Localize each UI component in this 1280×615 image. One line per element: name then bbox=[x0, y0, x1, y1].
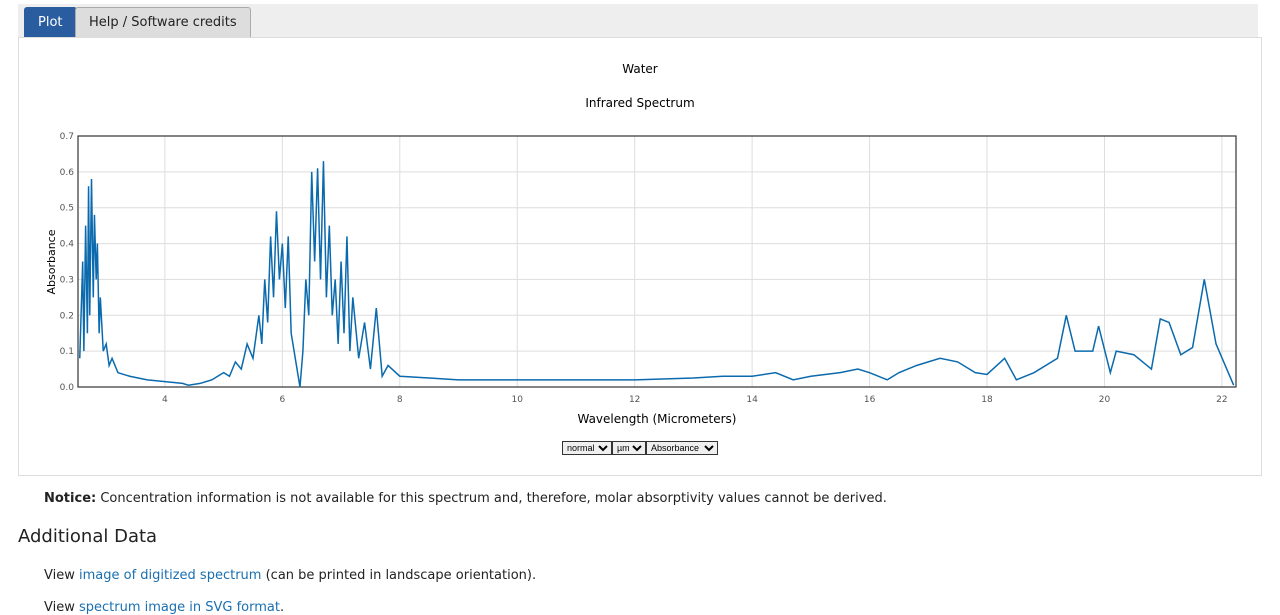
link-line: View spectrum image in SVG format. bbox=[44, 600, 284, 615]
plot-panel bbox=[18, 37, 1262, 476]
x-axis-label: Wavelength (Micrometers) bbox=[577, 412, 736, 426]
unit-select[interactable]: µm bbox=[612, 441, 646, 455]
y-mode-select[interactable]: Absorbance bbox=[646, 441, 718, 455]
notice-label: Notice: bbox=[44, 491, 97, 506]
link-line: View image of digitized spectrum (can be… bbox=[44, 568, 536, 583]
x-tick-label: 6 bbox=[279, 395, 285, 405]
y-axis-label: Absorbance bbox=[45, 229, 58, 294]
x-scale-select[interactable]: normal X bbox=[562, 441, 612, 455]
chart-title: Water bbox=[622, 62, 658, 76]
text: (can be printed in landscape orientation… bbox=[265, 568, 537, 583]
section-heading: Additional Data bbox=[18, 526, 158, 547]
y-tick-label: 0.2 bbox=[60, 311, 74, 321]
y-tick-label: 0.4 bbox=[60, 240, 75, 250]
tab[interactable]: Plot bbox=[24, 7, 77, 37]
y-tick-label: 0.7 bbox=[60, 132, 74, 142]
link[interactable]: image of digitized spectrum bbox=[79, 568, 262, 583]
link[interactable]: spectrum image in SVG format bbox=[79, 600, 280, 615]
notice-text: Concentration information is not availab… bbox=[100, 491, 887, 506]
x-tick-label: 14 bbox=[746, 395, 758, 405]
x-tick-label: 20 bbox=[1099, 395, 1111, 405]
x-tick-label: 10 bbox=[512, 395, 524, 405]
chart-subtitle: Infrared Spectrum bbox=[585, 96, 694, 110]
x-tick-label: 16 bbox=[864, 395, 876, 405]
x-tick-label: 22 bbox=[1216, 395, 1227, 405]
tab[interactable]: Help / Software credits bbox=[75, 7, 251, 37]
text: View bbox=[44, 600, 75, 615]
spectrum-line bbox=[79, 161, 1235, 388]
chart: Water Infrared Spectrum Wavelength (Micr… bbox=[45, 62, 1237, 426]
x-tick-label: 4 bbox=[162, 395, 168, 405]
y-tick-label: 0.0 bbox=[60, 383, 75, 393]
y-tick-label: 0.3 bbox=[60, 275, 74, 285]
plot-frame bbox=[77, 135, 1237, 388]
text: . bbox=[279, 600, 285, 615]
notice: Notice: Concentration information is not… bbox=[44, 491, 887, 506]
y-tick-label: 0.5 bbox=[60, 204, 74, 214]
text: View bbox=[44, 568, 75, 583]
y-tick-label: 0.6 bbox=[60, 168, 75, 178]
tab-bar: Plot Help / Software credits bbox=[18, 4, 1258, 37]
x-tick-label: 18 bbox=[981, 395, 993, 405]
x-tick-label: 12 bbox=[629, 395, 640, 405]
x-tick-label: 8 bbox=[397, 395, 403, 405]
y-tick-label: 0.1 bbox=[60, 347, 74, 357]
